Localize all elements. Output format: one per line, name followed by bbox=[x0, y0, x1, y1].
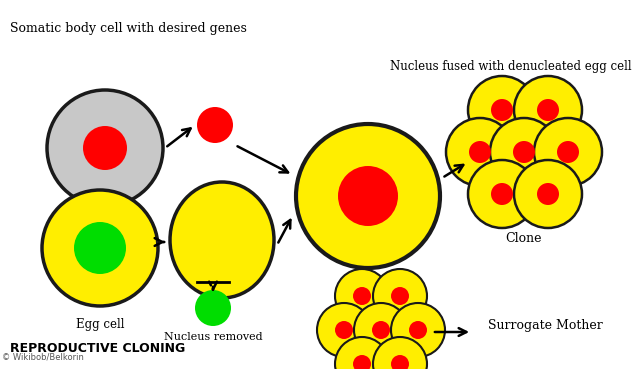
Ellipse shape bbox=[537, 99, 559, 121]
Ellipse shape bbox=[534, 118, 602, 186]
Ellipse shape bbox=[42, 190, 158, 306]
Ellipse shape bbox=[391, 303, 445, 357]
Ellipse shape bbox=[557, 141, 579, 163]
Ellipse shape bbox=[469, 141, 491, 163]
Ellipse shape bbox=[391, 355, 409, 369]
Ellipse shape bbox=[446, 118, 514, 186]
Ellipse shape bbox=[317, 303, 371, 357]
Text: Clone: Clone bbox=[506, 232, 542, 245]
Ellipse shape bbox=[83, 126, 127, 170]
Ellipse shape bbox=[197, 107, 233, 143]
Ellipse shape bbox=[335, 321, 353, 339]
Text: Surrogate Mother: Surrogate Mother bbox=[488, 320, 603, 332]
Ellipse shape bbox=[372, 321, 390, 339]
Ellipse shape bbox=[491, 183, 513, 205]
Ellipse shape bbox=[537, 183, 559, 205]
Ellipse shape bbox=[74, 222, 126, 274]
Ellipse shape bbox=[195, 290, 231, 326]
Ellipse shape bbox=[491, 99, 513, 121]
Ellipse shape bbox=[338, 166, 398, 226]
Ellipse shape bbox=[514, 76, 582, 144]
Ellipse shape bbox=[170, 182, 274, 298]
Ellipse shape bbox=[353, 355, 371, 369]
Ellipse shape bbox=[335, 337, 389, 369]
Text: REPRODUCTIVE CLONING: REPRODUCTIVE CLONING bbox=[10, 342, 185, 355]
Text: Nucleus fused with denucleated egg cell: Nucleus fused with denucleated egg cell bbox=[390, 60, 631, 73]
Ellipse shape bbox=[490, 118, 558, 186]
Text: Somatic body cell with desired genes: Somatic body cell with desired genes bbox=[10, 22, 247, 35]
Ellipse shape bbox=[468, 76, 536, 144]
Ellipse shape bbox=[514, 160, 582, 228]
Text: Nucleus removed: Nucleus removed bbox=[164, 332, 262, 342]
Ellipse shape bbox=[335, 269, 389, 323]
Ellipse shape bbox=[373, 337, 427, 369]
Ellipse shape bbox=[409, 321, 427, 339]
Ellipse shape bbox=[353, 287, 371, 305]
Ellipse shape bbox=[391, 287, 409, 305]
Ellipse shape bbox=[468, 160, 536, 228]
Ellipse shape bbox=[354, 303, 408, 357]
Text: Egg cell: Egg cell bbox=[75, 318, 124, 331]
Ellipse shape bbox=[513, 141, 535, 163]
Ellipse shape bbox=[296, 124, 440, 268]
Text: © Wikibob/Belkorin: © Wikibob/Belkorin bbox=[2, 353, 84, 362]
Ellipse shape bbox=[373, 269, 427, 323]
Ellipse shape bbox=[47, 90, 163, 206]
